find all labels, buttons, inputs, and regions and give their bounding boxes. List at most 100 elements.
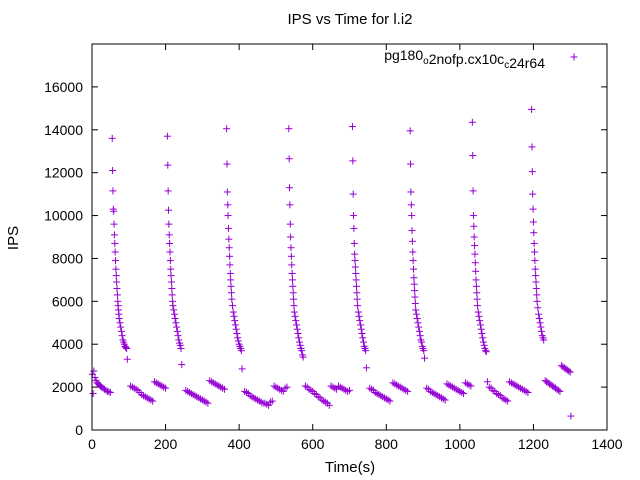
data-point <box>536 319 544 327</box>
data-point <box>116 319 124 327</box>
data-point <box>350 212 358 220</box>
data-point <box>531 248 539 256</box>
data-point <box>475 312 483 320</box>
y-tick-label: 8000 <box>52 250 83 266</box>
x-axis-label: Time(s) <box>325 459 375 476</box>
data-point <box>411 287 419 295</box>
data-point <box>170 310 178 318</box>
data-point <box>350 239 358 247</box>
data-point <box>108 134 116 142</box>
data-point <box>176 341 184 349</box>
data-point <box>231 317 239 325</box>
data-point <box>111 248 119 256</box>
data-point <box>170 306 178 314</box>
data-point <box>565 367 573 375</box>
data-point <box>469 152 477 160</box>
data-point <box>471 259 479 267</box>
data-point <box>268 397 276 405</box>
data-point <box>535 314 543 322</box>
data-point <box>111 239 119 247</box>
y-tick-label: 14000 <box>44 122 83 138</box>
data-point <box>358 330 366 337</box>
data-point <box>285 155 293 163</box>
data-point <box>113 278 121 286</box>
data-point <box>556 387 564 395</box>
data-point <box>406 127 414 135</box>
data-point <box>410 265 418 273</box>
data-point <box>480 341 488 349</box>
data-point <box>229 308 237 316</box>
data-point <box>224 224 232 232</box>
data-point <box>357 325 365 333</box>
data-point <box>346 386 353 394</box>
data-point <box>479 334 487 342</box>
data-point <box>232 325 240 333</box>
data-point <box>408 237 416 245</box>
data-point <box>355 312 363 320</box>
data-point <box>110 220 118 228</box>
data-point <box>359 334 367 342</box>
x-tick-label: 0 <box>88 436 96 452</box>
y-tick-label: 2000 <box>52 379 83 395</box>
data-point <box>349 157 357 165</box>
y-tick-label: 16000 <box>44 79 83 95</box>
data-point <box>477 325 485 333</box>
data-point <box>165 220 173 228</box>
data-point <box>362 347 370 355</box>
data-point <box>362 364 370 372</box>
data-point <box>167 265 175 273</box>
data-point <box>529 205 537 213</box>
data-point <box>149 397 157 405</box>
data-point <box>530 229 538 237</box>
data-point <box>349 190 357 198</box>
data-point <box>288 269 296 277</box>
data-point <box>524 388 532 396</box>
data-point <box>420 347 428 355</box>
data-point <box>113 284 121 292</box>
data-point <box>407 188 415 196</box>
data-point <box>567 412 575 420</box>
data-point <box>354 302 362 310</box>
data-point <box>229 302 237 310</box>
data-point <box>415 323 423 331</box>
data-point <box>166 239 174 247</box>
data-point <box>410 274 418 282</box>
data-point <box>482 348 490 356</box>
data-points <box>88 105 575 420</box>
data-point <box>476 317 484 325</box>
x-tick-label: 1400 <box>591 436 622 452</box>
data-point <box>117 323 125 331</box>
data-point <box>123 355 131 363</box>
data-point <box>411 293 419 301</box>
data-point <box>473 289 481 297</box>
data-point <box>411 299 419 307</box>
data-point <box>289 289 297 297</box>
data-point <box>356 317 364 325</box>
data-point <box>165 231 173 239</box>
data-point <box>299 353 307 361</box>
data-point <box>224 201 232 209</box>
data-point <box>122 343 130 351</box>
data-point <box>412 306 420 314</box>
y-tick-label: 4000 <box>52 336 83 352</box>
data-point <box>532 278 540 286</box>
x-tick-label: 1200 <box>518 436 549 452</box>
data-point <box>293 321 301 329</box>
data-point <box>106 388 114 396</box>
x-tick-label: 1000 <box>444 436 475 452</box>
legend-marker <box>570 53 578 61</box>
data-point <box>472 282 480 290</box>
data-point <box>287 233 295 241</box>
data-point <box>228 295 236 303</box>
data-point <box>530 239 538 247</box>
x-tick-label: 400 <box>227 436 251 452</box>
data-point <box>166 248 174 256</box>
data-point <box>415 327 423 335</box>
data-point <box>354 308 362 316</box>
x-tick-label: 200 <box>154 436 178 452</box>
data-point <box>175 336 183 344</box>
data-point <box>353 295 361 303</box>
data-point <box>421 354 429 362</box>
data-point <box>289 282 297 290</box>
